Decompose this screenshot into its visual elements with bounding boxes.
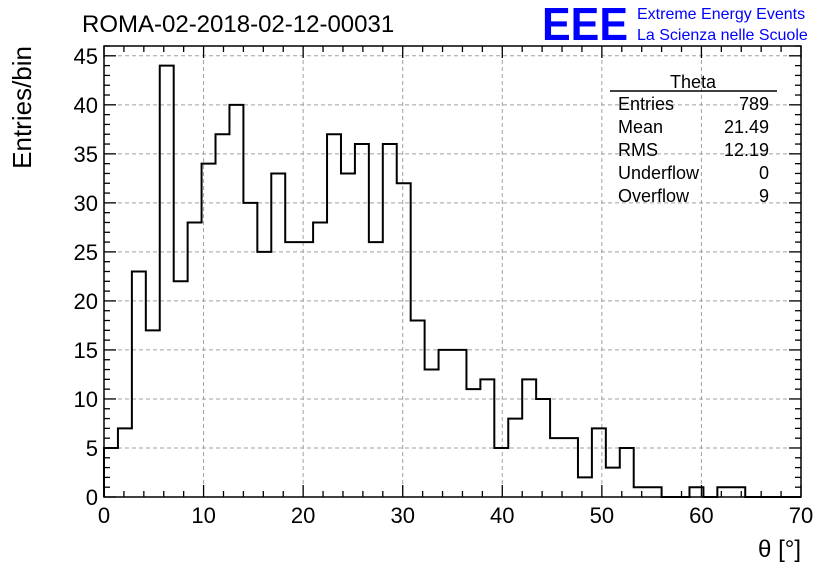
stats-label-underflow: Underflow (618, 163, 700, 183)
eee-logo-line2: La Scienza nelle Scuole (637, 27, 808, 44)
x-tick-label: 0 (98, 503, 110, 528)
y-tick-label: 15 (74, 338, 98, 363)
eee-logo: EEE Extreme Energy Events La Scienza nel… (542, 0, 808, 50)
stats-label-rms: RMS (618, 140, 658, 160)
stats-box-title: Theta (670, 72, 717, 92)
stats-value-rms: 12.19 (724, 140, 769, 160)
eee-logo-mark: EEE (542, 0, 628, 50)
y-tick-label: 25 (74, 240, 98, 265)
y-tick-label: 5 (86, 436, 98, 461)
x-tick-label: 40 (490, 503, 514, 528)
eee-logo-line1: Extreme Energy Events (637, 6, 805, 23)
plot-frame (103, 45, 802, 498)
stats-label-mean: Mean (618, 117, 663, 137)
y-tick-label: 35 (74, 142, 98, 167)
y-tick-labels: 0 5 10 15 20 25 30 35 40 45 (74, 44, 98, 510)
chart-title: ROMA-02-2018-02-12-00031 (82, 11, 394, 38)
y-tick-label: 30 (74, 191, 98, 216)
x-tick-label: 30 (390, 503, 414, 528)
histogram-step-line (103, 64, 801, 498)
stats-label-overflow: Overflow (618, 186, 690, 206)
x-tick-label: 50 (590, 503, 614, 528)
stats-value-mean: 21.49 (724, 117, 769, 137)
x-axis-label: θ [°] (758, 536, 801, 563)
y-axis-label: Entries/bin (7, 46, 37, 169)
y-tick-label: 10 (74, 387, 98, 412)
x-tick-label: 20 (291, 503, 315, 528)
stats-value-overflow: 9 (759, 186, 769, 206)
y-tick-label: 45 (74, 44, 98, 69)
stats-box: Theta Entries 789 Mean 21.49 RMS 12.19 U… (610, 72, 777, 206)
grid (104, 46, 801, 497)
y-tick-label: 40 (74, 93, 98, 118)
stats-value-entries: 789 (739, 94, 769, 114)
axis-ticks (103, 45, 802, 498)
x-tick-label: 10 (191, 503, 215, 528)
y-tick-label: 20 (74, 289, 98, 314)
stats-label-entries: Entries (618, 94, 674, 114)
x-tick-labels: 0 10 20 30 40 50 60 70 (98, 503, 813, 528)
stats-value-underflow: 0 (759, 163, 769, 183)
x-tick-label: 70 (789, 503, 813, 528)
x-tick-label: 60 (689, 503, 713, 528)
y-tick-label: 0 (86, 485, 98, 510)
